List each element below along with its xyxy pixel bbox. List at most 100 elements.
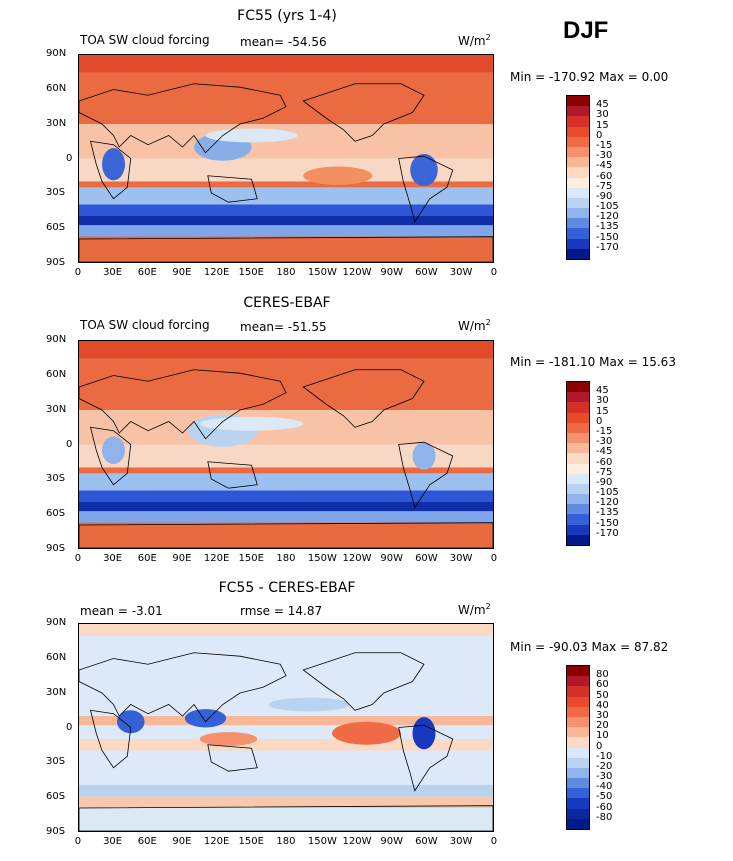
field-anomaly [205, 128, 298, 143]
lon-tick-label: 30W [449, 836, 473, 847]
colorbar-label: 30 [596, 395, 609, 407]
lon-tick-label: 30E [103, 553, 123, 564]
field-band [79, 522, 493, 548]
colorbar-swatch [567, 208, 589, 219]
colorbar-label: -60 [596, 170, 613, 182]
field-band [79, 187, 493, 205]
lon-tick-label: 150W [307, 267, 337, 278]
colorbar-label: -50 [596, 791, 613, 803]
colorbar-swatch [567, 727, 589, 738]
lon-tick-label: 0 [490, 553, 498, 564]
lat-tick-label: 0 [66, 152, 73, 164]
colorbar-label: 0 [596, 740, 603, 752]
colorbar-swatch [567, 666, 589, 677]
field-anomaly [199, 732, 258, 746]
coastline [208, 176, 257, 202]
colorbar-swatch [567, 382, 589, 393]
lat-tick-label: 60S [46, 508, 66, 520]
field-band [79, 473, 493, 491]
lon-tick-label: 0 [490, 267, 498, 278]
colorbar-label: -45 [596, 160, 613, 172]
coastline [91, 710, 131, 768]
colorbar-label: -80 [596, 811, 613, 823]
field-anomaly [184, 709, 227, 728]
panel-minmax: Min = -170.92 Max = 0.00 [510, 70, 669, 84]
coastline [303, 653, 424, 711]
colorbar-swatch [567, 197, 589, 209]
colorbar-label: 10 [596, 730, 609, 742]
colorbar-label: 20 [596, 720, 609, 732]
colorbar-label: 45 [596, 99, 609, 111]
field-anomaly [410, 153, 438, 187]
colorbar-label: -105 [596, 487, 619, 499]
lon-tick-label: 120E [203, 836, 230, 847]
colorbar-swatch [567, 696, 589, 707]
panel-units: W/m2 [458, 33, 491, 48]
field-band [79, 225, 493, 237]
colorbar-swatch [567, 686, 589, 697]
colorbar-swatch [567, 96, 589, 107]
panel-units: W/m2 [458, 318, 491, 333]
colorbar-label: 30 [596, 109, 609, 121]
colorbar-label: -40 [596, 781, 613, 793]
colorbar-swatch [567, 167, 589, 178]
panel-minmax: Min = -181.10 Max = 15.63 [510, 355, 676, 369]
field-band [79, 785, 493, 797]
field-band [79, 796, 493, 808]
lon-tick-label: 0 [74, 836, 82, 847]
colorbar-swatch [567, 706, 589, 717]
field-anomaly [102, 148, 125, 181]
colorbar-swatch [567, 392, 589, 403]
coastline [79, 84, 286, 153]
field-anomaly [412, 717, 436, 750]
lon-tick-label: 150E [238, 553, 264, 564]
colorbar-swatch [567, 767, 589, 779]
lat-tick-label: 60N [46, 82, 67, 94]
field-anomaly [412, 442, 436, 470]
lon-tick-label: 60E [137, 267, 157, 278]
colorbar-label: -75 [596, 466, 613, 478]
lat-tick-label: 30S [46, 756, 66, 768]
field-band [79, 502, 493, 512]
panel-rmse: rmse = 14.87 [240, 604, 323, 618]
colorbar-swatch [567, 177, 589, 188]
colorbar-swatch [567, 788, 589, 799]
colorbar-swatch [567, 473, 589, 484]
colorbar-swatch [567, 422, 589, 433]
lat-tick-label: 0 [66, 721, 73, 733]
colorbar-label: -30 [596, 150, 613, 162]
colorbar-swatch [567, 737, 589, 748]
lon-tick-label: 120E [203, 267, 230, 278]
colorbar-label: 80 [596, 669, 609, 681]
coastline [303, 84, 424, 142]
field-band [79, 739, 493, 751]
coastline [79, 237, 493, 262]
field-band [79, 236, 493, 262]
colorbar-label: -120 [596, 497, 619, 509]
colorbar-label: -45 [596, 446, 613, 458]
colorbar-swatch [567, 136, 589, 147]
field-anomaly [268, 697, 350, 712]
field-band [79, 808, 493, 831]
colorbar-label: 30 [596, 709, 609, 721]
colorbar-label: -90 [596, 476, 613, 488]
lat-tick-label: 60N [46, 651, 67, 663]
lon-tick-label: 150E [238, 267, 264, 278]
colorbar-swatch [567, 453, 589, 464]
colorbar-swatch [567, 157, 589, 168]
lon-tick-label: 90E [172, 553, 192, 564]
lat-tick-label: 30N [46, 403, 67, 415]
field-anomaly [303, 166, 373, 185]
colorbar-swatch [567, 747, 589, 758]
lon-tick-label: 90E [172, 836, 192, 847]
coastline [399, 156, 453, 222]
lon-tick-label: 60E [137, 836, 157, 847]
colorbar-swatch [567, 778, 589, 789]
coastline [79, 653, 286, 722]
colorbar-label: -15 [596, 139, 613, 151]
lon-tick-label: 90W [380, 836, 404, 847]
lat-tick-label: 90S [46, 257, 66, 268]
lon-tick-label: 30E [103, 836, 123, 847]
colorbar-swatch [567, 116, 589, 127]
coastline [399, 725, 453, 791]
